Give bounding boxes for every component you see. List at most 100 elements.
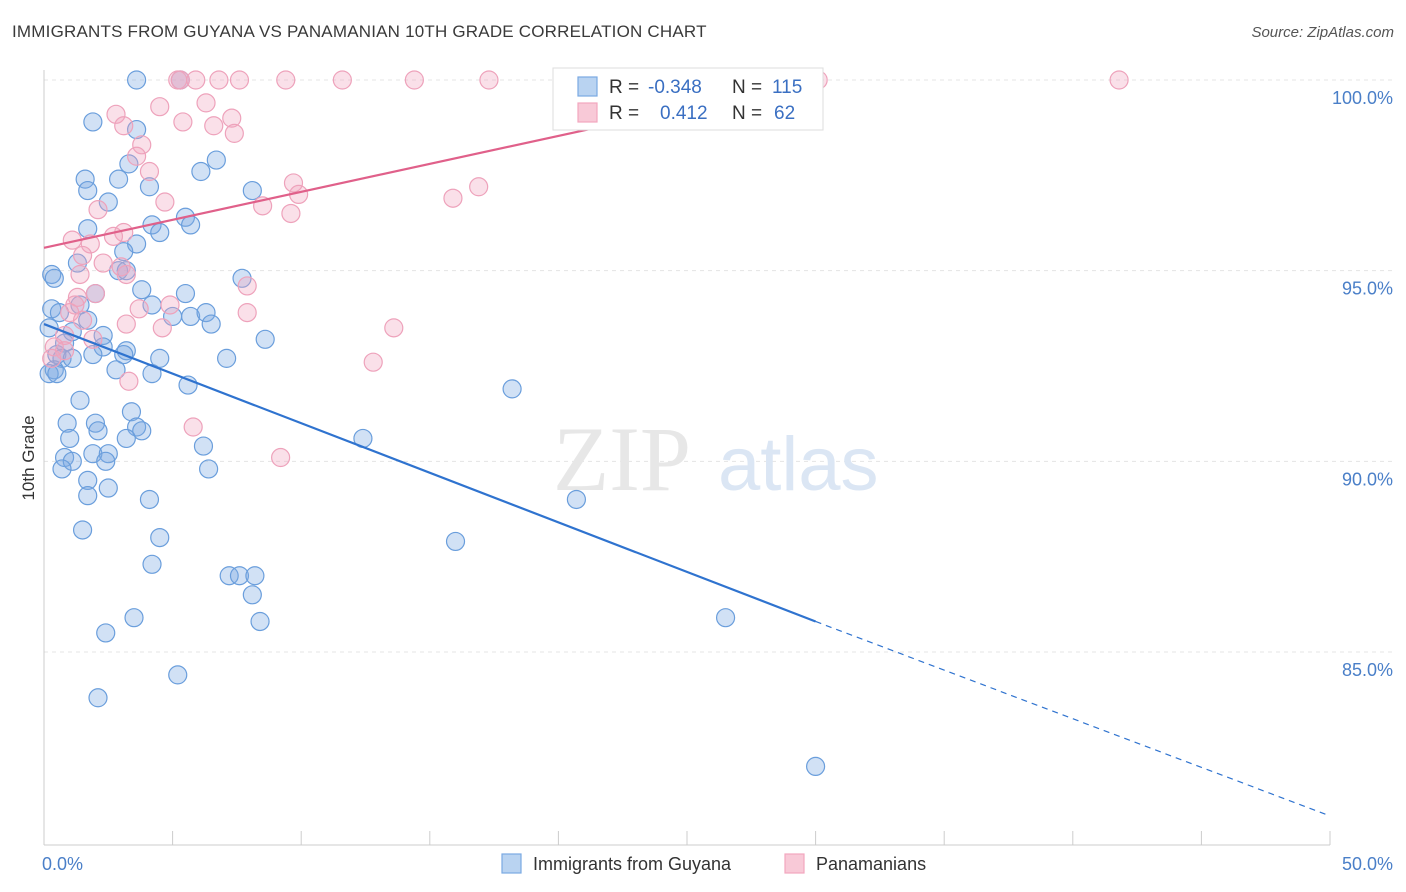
guyana-point-36 [201, 314, 221, 334]
panama-point-61 [72, 310, 93, 330]
guyana-point-40 [93, 325, 113, 346]
guyana-point-91 [250, 611, 270, 632]
guyana-point-9 [242, 180, 262, 201]
panama-point-23 [139, 161, 160, 182]
panama-point-51 [384, 318, 404, 338]
guyana-point-52 [39, 364, 59, 384]
guyana-point-64 [88, 421, 108, 441]
panama-point-39 [116, 264, 136, 285]
guyana-point-85 [142, 554, 162, 574]
guyana-trend-line [43, 323, 816, 623]
panama-point-46 [129, 299, 149, 319]
guyana-point-5 [119, 154, 139, 174]
stats-swatch-guyana [577, 76, 598, 97]
panama-point-3 [229, 70, 250, 90]
panama-point-14 [150, 97, 170, 117]
panama-point-22 [126, 146, 147, 166]
stats-r-value-guyana: -0.348 [648, 77, 702, 98]
y-tick-label-3: 100.0% [1332, 88, 1393, 108]
panama-point-47 [160, 295, 180, 315]
panama-point-42 [85, 283, 106, 304]
y-tick-label-0: 85.0% [1342, 660, 1393, 680]
panama-point-10 [1109, 70, 1129, 90]
stats-n-value-panama: 62 [774, 103, 795, 124]
guyana-point-88 [245, 566, 265, 586]
guyana-point-37 [78, 310, 98, 330]
panama-point-40 [70, 264, 90, 285]
guyana-point-7 [108, 169, 129, 189]
panama-point-30 [88, 200, 108, 220]
guyana-point-81 [566, 489, 587, 510]
guyana-point-77 [78, 470, 98, 490]
guyana-point-87 [229, 566, 250, 586]
panama-point-12 [186, 70, 206, 90]
panama-point-31 [281, 203, 301, 224]
source-label: Source: ZipAtlas.com [1251, 24, 1394, 41]
stats-r-value-panama: 0.412 [660, 103, 708, 124]
panama-point-24 [283, 173, 304, 193]
guyana-point-55 [106, 360, 126, 380]
y-tick-label-2: 95.0% [1342, 279, 1393, 299]
y-tick-labels: 85.0% 90.0% 95.0% 100.0% [1332, 88, 1393, 680]
legend-label-guyana: Immigrants from Guyana [533, 854, 732, 874]
guyana-point-3 [126, 119, 147, 140]
guyana-point-93 [96, 623, 116, 643]
panama-point-48 [237, 303, 257, 323]
watermark-atlas: atlas [718, 422, 879, 507]
guyana-point-54 [62, 348, 82, 368]
panama-point-60 [271, 447, 291, 468]
panama-point-20 [224, 123, 244, 143]
panama-point-13 [196, 93, 216, 113]
guyana-point-90 [124, 608, 144, 628]
guyana-point-11 [98, 192, 118, 212]
x-tick-label-max: 50.0% [1342, 854, 1393, 874]
y-tick-label-1: 90.0% [1342, 469, 1393, 489]
bottom-legend: Immigrants from Guyana Panamanians [501, 853, 926, 874]
panama-point-16 [222, 108, 242, 128]
panama-point-59 [183, 417, 203, 437]
panama-point-37 [93, 253, 113, 273]
guyana-point-69 [193, 436, 214, 456]
panama-point-1 [170, 70, 190, 90]
panama-point-36 [72, 245, 93, 266]
panama-point-6 [404, 70, 424, 90]
guyana-point-29 [70, 295, 90, 315]
data-points [39, 70, 1129, 777]
guyana-point-78 [98, 478, 118, 498]
guyana-point-34 [196, 303, 216, 323]
guyana-point-19 [114, 242, 134, 262]
guyana-point-0 [126, 70, 147, 90]
panama-point-5 [332, 70, 352, 90]
guyana-point-84 [445, 531, 466, 552]
y-axis-label: 10th Grade [19, 415, 38, 500]
stats-n-label-guyana: N = [732, 77, 762, 98]
panama-point-25 [469, 177, 489, 197]
panama-point-29 [155, 192, 175, 212]
legend-swatch-guyana [501, 853, 522, 874]
guyana-point-12 [191, 161, 211, 182]
panama-point-54 [44, 337, 64, 357]
guyana-point-50 [217, 348, 237, 368]
watermark-zip: ZIP [553, 408, 691, 510]
guyana-point-75 [52, 459, 72, 479]
guyana-point-47 [52, 348, 72, 368]
guyana-point-4 [206, 150, 226, 170]
stats-r-label-guyana: R = [609, 77, 639, 98]
guyana-point-82 [72, 520, 93, 540]
panama-point-50 [152, 318, 172, 338]
panama-point-57 [363, 352, 383, 372]
guyana-point-94 [168, 665, 188, 685]
panama-point-18 [114, 116, 134, 136]
guyana-point-79 [78, 486, 98, 506]
stats-r-label-panama: R = [609, 103, 639, 124]
grid-lines [44, 79, 1395, 653]
panama-point-15 [106, 104, 126, 124]
guyana-point-95 [88, 688, 108, 708]
guyana-point-76 [199, 459, 219, 479]
panama-point-7 [479, 70, 499, 90]
panama-point-2 [209, 70, 229, 90]
panama-point-33 [103, 226, 124, 246]
panama-point-4 [276, 70, 296, 90]
guyana-point-60 [121, 402, 142, 422]
